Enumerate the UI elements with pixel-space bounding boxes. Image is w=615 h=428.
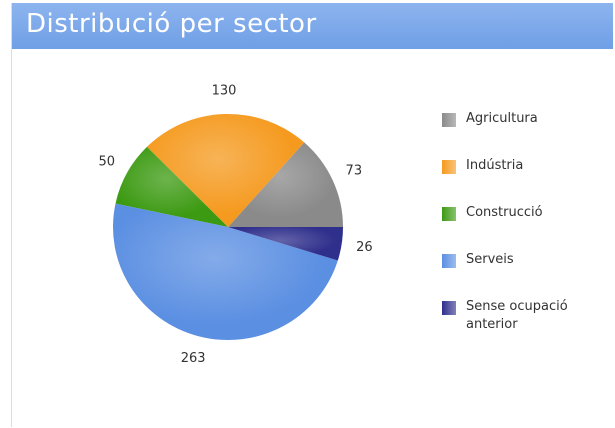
pie-slice bbox=[228, 227, 343, 261]
legend-label: Serveis bbox=[466, 252, 514, 267]
legend-swatch bbox=[442, 301, 456, 315]
legend-item: Serveis bbox=[442, 251, 592, 298]
pie-slice bbox=[228, 142, 343, 227]
title-bar: Distribució per sector bbox=[12, 3, 613, 49]
pie-slice bbox=[112, 203, 338, 341]
legend-swatch bbox=[442, 254, 456, 268]
data-label: 73 bbox=[346, 164, 363, 179]
legend-label: Construcció bbox=[466, 205, 543, 220]
legend-item: Agricultura bbox=[442, 110, 592, 157]
data-label: 50 bbox=[99, 154, 116, 169]
chart-title: Distribució per sector bbox=[26, 9, 317, 39]
legend-item: Indústria bbox=[442, 157, 592, 204]
legend-item: Sense ocupació anterior bbox=[442, 298, 592, 345]
data-label: 263 bbox=[181, 351, 206, 366]
pie-slice bbox=[146, 114, 305, 227]
legend-label: Sense ocupació anterior bbox=[466, 299, 568, 332]
legend-swatch bbox=[442, 207, 456, 221]
data-label: 130 bbox=[212, 84, 237, 99]
legend-item: Construcció bbox=[442, 204, 592, 251]
legend-label: Agricultura bbox=[466, 111, 538, 126]
pie-slice bbox=[115, 146, 228, 227]
legend: Agricultura Indústria Construcció Serveis Se… bbox=[442, 110, 592, 345]
legend-swatch bbox=[442, 160, 456, 174]
data-label: 26 bbox=[356, 240, 373, 255]
legend-label: Indústria bbox=[466, 158, 524, 173]
panel: Distribució per sector bbox=[11, 3, 613, 427]
legend-swatch bbox=[442, 113, 456, 127]
